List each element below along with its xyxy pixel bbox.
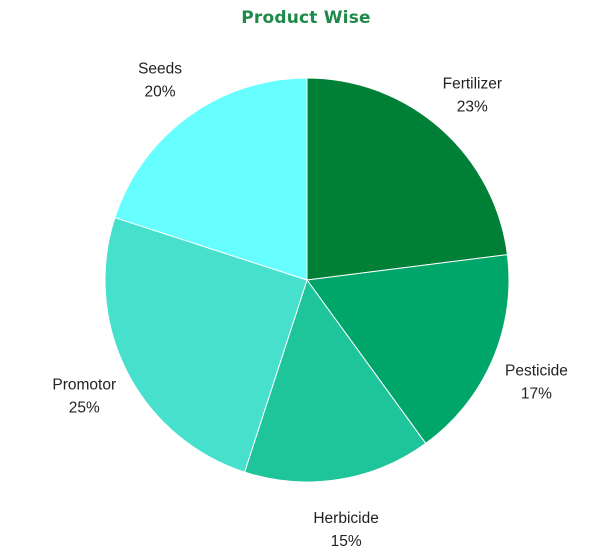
slice-label-fertilizer: Fertilizer bbox=[443, 75, 502, 92]
slice-value-seeds: 20% bbox=[145, 84, 176, 101]
pie-slice-seeds bbox=[114, 77, 308, 281]
pie-slice-promotor bbox=[104, 216, 308, 473]
labels-layer: Fertilizer 23% Pesticide 17% Herbicide 15% Pro… bbox=[52, 61, 568, 550]
slice-value-fertilizer: 23% bbox=[457, 98, 488, 115]
slice-label-promotor: Promotor bbox=[52, 376, 116, 393]
chart-title: Product Wise bbox=[241, 8, 371, 28]
slice-label-pesticide: Pesticide bbox=[505, 362, 568, 379]
slices-layer bbox=[104, 77, 510, 483]
slice-value-promotor: 25% bbox=[69, 399, 100, 416]
slice-label-seeds: Seeds bbox=[138, 61, 182, 78]
slice-value-herbicide: 15% bbox=[331, 533, 362, 550]
slice-value-pesticide: 17% bbox=[521, 385, 552, 402]
pie-slice-pesticide bbox=[306, 254, 510, 445]
pie-slice-fertilizer bbox=[306, 77, 508, 281]
pie-slice-herbicide bbox=[243, 278, 427, 483]
slice-label-herbicide: Herbicide bbox=[313, 510, 378, 527]
